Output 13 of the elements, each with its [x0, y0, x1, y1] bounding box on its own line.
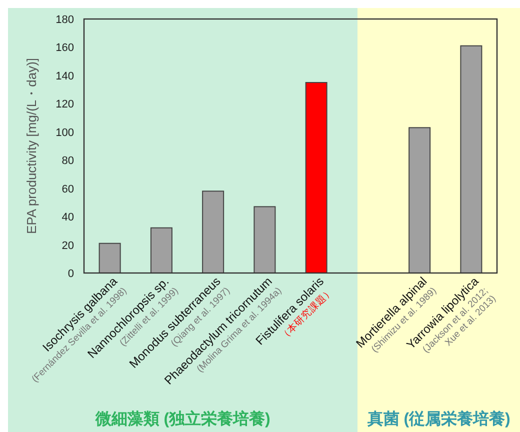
y-tick-label: 0	[68, 268, 74, 280]
y-tick-label: 120	[56, 98, 74, 111]
y-axis-title: EPA productivity [mg/(L・day)]	[24, 58, 39, 234]
y-tick-label: 100	[56, 126, 74, 139]
y-tick-label: 140	[56, 70, 74, 82]
text: 微細藻類 (独立栄養培養)	[94, 409, 270, 428]
y-tick-label: 160	[56, 42, 74, 54]
y-tick-label: 80	[62, 155, 74, 168]
y-tick-label: 40	[62, 212, 74, 224]
text: 真菌 (従属栄養培養)	[366, 410, 510, 428]
y-tick-label: 180	[56, 14, 74, 26]
y-tick-label: 20	[62, 240, 74, 252]
y-tick-label: 60	[62, 183, 74, 196]
